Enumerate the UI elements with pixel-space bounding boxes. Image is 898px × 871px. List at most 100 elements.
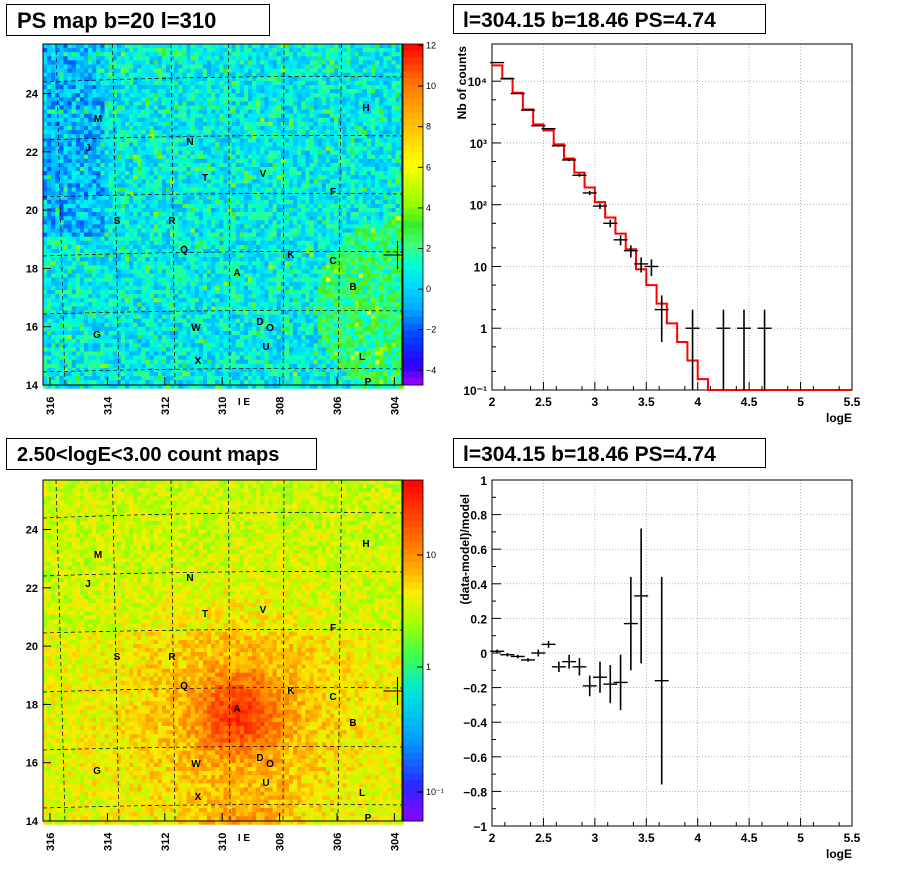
ps-map-pixel — [231, 64, 236, 69]
ps-map-pixel — [362, 224, 368, 229]
ps-map-pixel — [170, 44, 175, 49]
ps-map-pixel — [67, 97, 72, 102]
ps-map-pixel — [309, 265, 314, 270]
ps-map-pixel — [157, 113, 163, 119]
ps-map-pixel — [51, 134, 56, 139]
ps-map-pixel — [297, 150, 302, 155]
ps-map-pixel — [198, 126, 204, 131]
ps-map-pixel — [104, 109, 109, 114]
ps-map-pixel — [346, 203, 351, 209]
ps-map-pixel — [84, 97, 89, 102]
ps-map-pixel — [252, 68, 257, 73]
ps-map-pixel — [309, 130, 314, 135]
ps-map-pixel — [256, 249, 261, 254]
ps-map-pixel — [67, 60, 72, 65]
ps-map-pixel — [248, 56, 253, 61]
ps-map-pixel — [170, 179, 175, 184]
ps-map-pixel — [104, 93, 109, 98]
ps-map-pixel — [104, 232, 109, 237]
ps-map-pixel — [51, 93, 56, 98]
ps-map-pixel — [116, 146, 122, 151]
ps-map-pixel — [207, 187, 212, 192]
ps-map-pixel — [63, 162, 68, 168]
ps-map-pixel — [293, 121, 298, 127]
ps-map-pixel — [371, 244, 376, 250]
ps-map-pixel — [129, 97, 134, 102]
ps-map-pixel — [350, 130, 355, 135]
ps-map-pixel — [75, 105, 81, 110]
ps-map-pixel — [211, 158, 216, 164]
ps-map-pixel — [379, 117, 384, 123]
ps-map-pixel — [338, 146, 343, 151]
ps-map-pixel — [96, 89, 101, 94]
ps-map-pixel — [284, 130, 290, 135]
ps-map-pixel — [120, 113, 126, 119]
ps-map-pixel — [235, 85, 241, 90]
ps-map-pixel — [161, 158, 167, 164]
ps-map-pixel — [268, 162, 273, 168]
ps-map-pixel — [252, 93, 257, 98]
ps-map-pixel — [342, 68, 347, 73]
ps-map-pixel — [207, 80, 212, 86]
ps-map-pixel — [305, 52, 310, 57]
ps-map-pixel — [198, 117, 204, 123]
ps-map-pixel — [362, 208, 368, 213]
ps-map-pixel — [362, 265, 368, 270]
ps-map-pixel — [305, 187, 310, 192]
ps-map-pixel — [47, 232, 52, 237]
ps-map-pixel — [313, 93, 318, 98]
ps-map-pixel — [71, 89, 77, 94]
ps-map-pixel — [321, 134, 327, 139]
ps-map-pixel — [207, 158, 212, 164]
ps-map-pixel — [219, 183, 224, 188]
ps-map-pixel — [92, 199, 97, 205]
ps-map-pixel — [84, 187, 89, 192]
ps-map-pixel — [92, 212, 97, 217]
ps-map-pixel — [297, 216, 302, 221]
ps-map-pixel — [75, 44, 81, 49]
ps-map-pixel — [338, 167, 343, 172]
ps-map-pixel — [276, 68, 282, 73]
ps-map-pixel — [92, 265, 97, 270]
ps-map-pixel — [79, 109, 85, 114]
ps-map-pixel — [120, 179, 126, 184]
ps-map-pixel — [75, 85, 81, 90]
ps-map-pixel — [71, 228, 77, 233]
ps-map-pixel — [325, 68, 331, 73]
ps-map-pixel — [116, 228, 122, 233]
ps-map-pixel — [293, 146, 298, 151]
ps-map-pixel — [297, 142, 302, 147]
ps-map-pixel — [362, 56, 368, 61]
ps-map-pixel — [194, 76, 200, 82]
ps-map-pixel — [96, 203, 101, 209]
ps-map-pixel — [338, 183, 343, 188]
ps-map-pixel — [211, 179, 216, 184]
ps-map-pixel — [305, 257, 310, 262]
ps-map-pixel — [51, 195, 56, 201]
ps-map-pixel — [67, 113, 72, 119]
ps-map-pixel — [330, 253, 335, 258]
ps-map-pixel — [108, 183, 113, 188]
ps-map-pixel — [129, 212, 134, 217]
ps-map-pixel — [149, 138, 154, 143]
ps-map-pixel — [227, 134, 232, 139]
ps-map-pixel — [346, 232, 351, 237]
ps-map-pixel — [141, 93, 146, 98]
ps-map-pixel — [63, 220, 68, 225]
ps-map-pixel — [395, 220, 400, 225]
ps-map-pixel — [239, 60, 245, 65]
ps-map-pixel — [104, 68, 109, 73]
ps-map-pixel — [366, 48, 372, 53]
ps-map-pixel — [100, 240, 105, 246]
ps-map-pixel — [186, 138, 191, 143]
ps-map-pixel — [207, 146, 212, 151]
ps-map-pixel — [243, 64, 249, 69]
ps-map-pixel — [387, 208, 392, 213]
ps-map-pixel — [112, 138, 118, 143]
ps-map-pixel — [104, 244, 109, 250]
ps-map-pixel — [51, 154, 56, 160]
ps-map-pixel — [309, 261, 314, 266]
ps-map-pixel — [235, 121, 241, 127]
ps-map-pixel — [104, 97, 109, 102]
ps-map-pixel — [129, 208, 134, 213]
